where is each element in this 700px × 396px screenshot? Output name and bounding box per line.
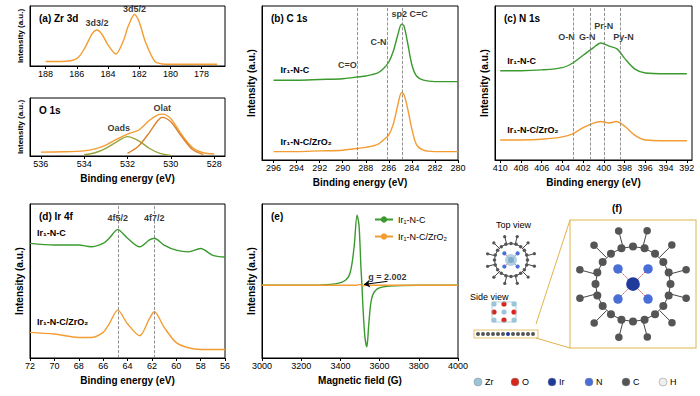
- svg-text:3d3/2: 3d3/2: [86, 18, 109, 28]
- svg-text:3d5/2: 3d5/2: [123, 4, 146, 14]
- svg-text:Pr-N: Pr-N: [594, 21, 613, 31]
- svg-text:66: 66: [98, 361, 108, 371]
- svg-text:C-N: C-N: [370, 37, 386, 47]
- svg-text:294: 294: [289, 163, 304, 173]
- svg-text:3600: 3600: [370, 361, 390, 371]
- svg-text:Intensity (a.u.): Intensity (a.u.): [14, 247, 25, 315]
- svg-text:292: 292: [312, 163, 327, 173]
- svg-text:3400: 3400: [330, 361, 350, 371]
- svg-text:(d) Ir 4f: (d) Ir 4f: [39, 211, 74, 222]
- svg-text:404: 404: [555, 163, 570, 173]
- svg-text:(a) Zr 3d: (a) Zr 3d: [39, 13, 78, 24]
- svg-text:290: 290: [335, 163, 350, 173]
- svg-text:64: 64: [122, 361, 132, 371]
- svg-text:Binding energy (eV): Binding energy (eV): [80, 173, 174, 184]
- svg-text:Top view: Top view: [496, 220, 532, 230]
- svg-text:Intensity (a.u.): Intensity (a.u.): [16, 9, 25, 64]
- svg-text:G-N: G-N: [579, 32, 596, 42]
- svg-text:Binding energy (eV): Binding energy (eV): [313, 177, 407, 188]
- svg-text:(b) C 1s: (b) C 1s: [271, 13, 308, 24]
- svg-text:(f): (f): [612, 203, 622, 214]
- svg-text:396: 396: [638, 163, 653, 173]
- svg-text:Ir₁-N-C/ZrO₂: Ir₁-N-C/ZrO₂: [281, 137, 332, 147]
- svg-text:178: 178: [194, 69, 209, 79]
- svg-text:530: 530: [163, 159, 178, 169]
- svg-text:62: 62: [147, 361, 157, 371]
- svg-text:3800: 3800: [409, 361, 429, 371]
- svg-text:182: 182: [132, 69, 147, 79]
- svg-text:288: 288: [358, 163, 373, 173]
- svg-text:N: N: [596, 377, 603, 387]
- svg-text:g = 2.002: g = 2.002: [368, 272, 406, 282]
- svg-text:408: 408: [513, 163, 528, 173]
- svg-text:3200: 3200: [291, 361, 311, 371]
- svg-text:58: 58: [196, 361, 206, 371]
- svg-text:282: 282: [427, 163, 442, 173]
- svg-text:Intensity (a.u.): Intensity (a.u.): [16, 100, 25, 155]
- svg-text:56: 56: [220, 361, 230, 371]
- svg-text:Ir₁-N-C: Ir₁-N-C: [398, 215, 426, 225]
- svg-text:296: 296: [266, 163, 281, 173]
- svg-text:188: 188: [38, 69, 53, 79]
- svg-text:398: 398: [617, 163, 632, 173]
- svg-text:532: 532: [120, 159, 135, 169]
- svg-text:286: 286: [381, 163, 396, 173]
- svg-text:H: H: [670, 377, 677, 387]
- svg-text:Ir₁-N-C/ZrO₂: Ir₁-N-C/ZrO₂: [37, 317, 88, 327]
- svg-text:Intensity (a.u.): Intensity (a.u.): [246, 49, 257, 117]
- svg-text:4000: 4000: [448, 361, 468, 371]
- svg-text:4f5/2: 4f5/2: [107, 213, 128, 223]
- svg-text:3000: 3000: [252, 361, 272, 371]
- svg-text:O 1s: O 1s: [39, 105, 61, 116]
- svg-text:528: 528: [207, 159, 222, 169]
- svg-text:180: 180: [163, 69, 178, 79]
- svg-text:410: 410: [493, 163, 508, 173]
- svg-text:280: 280: [450, 163, 465, 173]
- svg-text:72: 72: [25, 361, 35, 371]
- svg-text:Ir₁-N-C: Ir₁-N-C: [37, 228, 66, 238]
- svg-text:184: 184: [100, 69, 115, 79]
- svg-text:70: 70: [49, 361, 59, 371]
- svg-text:Zr: Zr: [485, 377, 494, 387]
- svg-text:C=O: C=O: [338, 60, 357, 70]
- svg-text:sp2 C=C: sp2 C=C: [391, 9, 428, 19]
- svg-text:Magnetic field (G): Magnetic field (G): [318, 375, 402, 386]
- svg-text:O: O: [522, 377, 529, 387]
- svg-text:Binding energy (eV): Binding energy (eV): [546, 177, 640, 188]
- svg-text:534: 534: [77, 159, 92, 169]
- svg-text:Ir₁-N-C: Ir₁-N-C: [507, 56, 536, 66]
- svg-text:Ir₁-N-C/ZrO₂: Ir₁-N-C/ZrO₂: [507, 125, 558, 135]
- svg-text:186: 186: [69, 69, 84, 79]
- svg-text:68: 68: [74, 361, 84, 371]
- svg-text:400: 400: [596, 163, 611, 173]
- svg-text:C: C: [633, 377, 640, 387]
- svg-text:Side view: Side view: [470, 292, 509, 302]
- svg-text:284: 284: [404, 163, 419, 173]
- svg-text:Intensity (a.u.): Intensity (a.u.): [246, 247, 257, 315]
- svg-text:O-N: O-N: [558, 32, 575, 42]
- svg-text:Intensity (a.u.): Intensity (a.u.): [479, 49, 490, 117]
- svg-text:Oads: Oads: [108, 123, 131, 133]
- svg-text:4f7/2: 4f7/2: [144, 212, 165, 223]
- svg-text:Binding energy (eV): Binding energy (eV): [80, 375, 174, 386]
- svg-text:Py-N: Py-N: [613, 32, 634, 42]
- svg-text:394: 394: [659, 163, 674, 173]
- svg-text:Ir₁-N-C: Ir₁-N-C: [281, 65, 310, 75]
- svg-text:Ir: Ir: [559, 377, 565, 387]
- svg-text:Ir₁-N-C/ZrO₂: Ir₁-N-C/ZrO₂: [398, 232, 448, 242]
- svg-text:Olat: Olat: [153, 103, 171, 113]
- svg-text:402: 402: [576, 163, 591, 173]
- svg-text:(c) N 1s: (c) N 1s: [504, 13, 541, 24]
- svg-text:60: 60: [171, 361, 181, 371]
- svg-text:406: 406: [534, 163, 549, 173]
- svg-text:536: 536: [33, 159, 48, 169]
- svg-text:(e): (e): [271, 211, 283, 222]
- svg-text:392: 392: [679, 163, 694, 173]
